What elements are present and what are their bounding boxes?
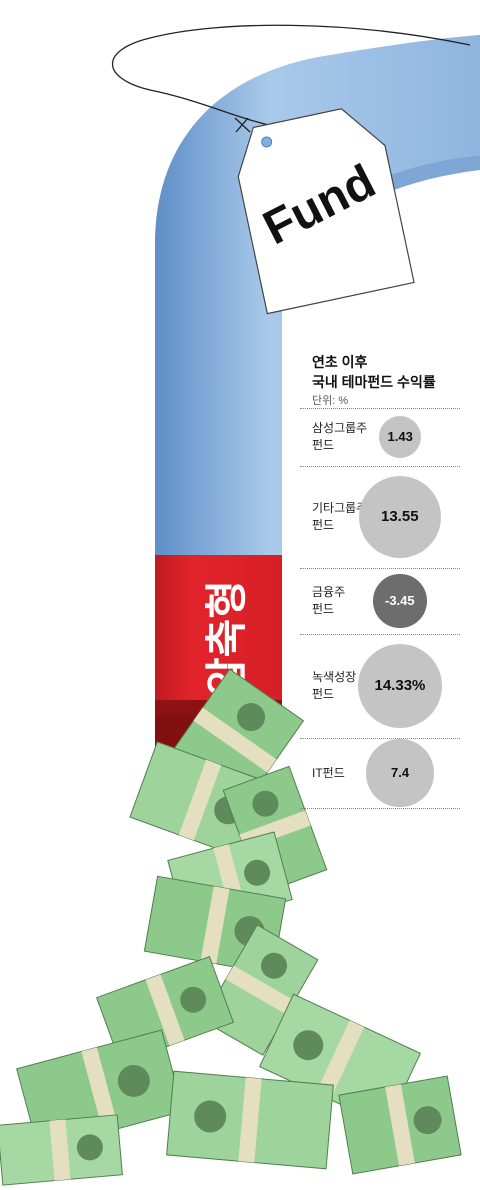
value-label: 13.55 <box>381 508 419 525</box>
fund-label-line: 펀드 <box>312 518 335 532</box>
row-separator <box>300 466 460 467</box>
fund-label-line: IT펀드 <box>312 765 345 780</box>
chart-title-line-1: 연초 이후 <box>312 354 368 370</box>
value-bubble <box>358 475 442 559</box>
chart-title-line-2: 국내 테마펀드 수익률 <box>312 374 436 390</box>
value-bubble <box>373 574 427 628</box>
fund-label-line: 삼성그룹주 <box>312 421 368 435</box>
money-pile <box>0 668 462 1186</box>
value-bubble <box>366 739 434 807</box>
fund-label: IT펀드 <box>312 765 372 782</box>
fund-label-line: 기타그룹주 <box>312 501 368 515</box>
row-separator <box>300 568 460 569</box>
value-label: -3.45 <box>385 593 415 609</box>
row-separator <box>300 408 460 409</box>
value-label: 7.4 <box>391 765 410 781</box>
row-separator <box>300 808 460 809</box>
fund-label-line: 펀드 <box>312 687 335 701</box>
fund-label-line: 펀드 <box>312 602 335 616</box>
fund-tag: Fund <box>237 108 415 315</box>
value-bubble <box>378 415 422 459</box>
fund-label-line: 녹색성장 <box>312 670 357 684</box>
value-label: 1.43 <box>387 429 413 445</box>
row-separator <box>300 738 460 739</box>
row-separator <box>300 634 460 635</box>
unit-label: 단위: % <box>312 395 349 407</box>
value-label: 14.33% <box>374 677 426 694</box>
fund-label-line: 금융주 <box>312 585 346 599</box>
value-bubble <box>358 644 442 728</box>
tag-string <box>111 24 471 129</box>
fund-label-line: 펀드 <box>312 438 335 452</box>
